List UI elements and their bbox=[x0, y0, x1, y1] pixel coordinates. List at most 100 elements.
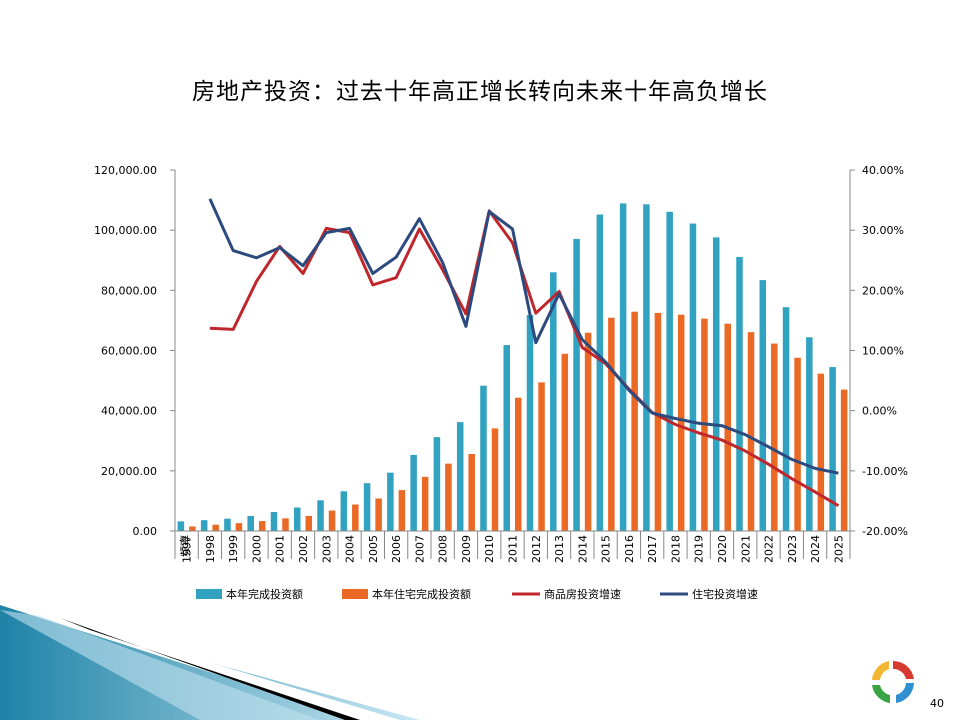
bar-total-investment bbox=[387, 472, 394, 531]
bar-residential-investment bbox=[258, 521, 266, 531]
bar-total-investment bbox=[433, 437, 441, 531]
legend-label: 本年住宅完成投资额 bbox=[372, 587, 471, 601]
bar-residential-investment bbox=[189, 526, 196, 531]
x-tick-label: 2006 bbox=[390, 535, 403, 563]
x-tick-label: 2009 bbox=[460, 535, 473, 563]
y-left-tick-label: 100,000.00 bbox=[94, 224, 157, 237]
legend-swatch bbox=[196, 589, 222, 599]
bar-residential-investment bbox=[282, 518, 289, 531]
line-residential-growth bbox=[208, 198, 839, 475]
x-tick-label: 1997 bbox=[181, 535, 194, 563]
bar-total-investment bbox=[526, 315, 534, 531]
bar-total-investment bbox=[200, 520, 208, 531]
bar-residential-investment bbox=[631, 311, 638, 531]
y-right-tick-label: 40.00% bbox=[862, 164, 904, 177]
y-left-tick-label: 0.00 bbox=[133, 525, 158, 538]
x-tick-label: 2005 bbox=[367, 535, 380, 563]
y-left-tick-label: 60,000.00 bbox=[101, 345, 157, 358]
x-tick-label: 2011 bbox=[507, 535, 520, 563]
bar-total-investment bbox=[363, 483, 371, 531]
x-tick-label: 2000 bbox=[250, 535, 263, 563]
bar-total-investment bbox=[829, 367, 836, 531]
y-right-tick-label: 10.00% bbox=[862, 345, 904, 358]
bar-total-investment bbox=[736, 256, 743, 531]
y-right-tick-label: -10.00% bbox=[862, 465, 908, 478]
bar-residential-investment bbox=[491, 428, 499, 531]
x-tick-label: 2021 bbox=[739, 535, 752, 563]
bar-total-investment bbox=[270, 512, 278, 531]
bar-residential-investment bbox=[771, 343, 778, 531]
bar-total-investment bbox=[782, 307, 790, 531]
bar-residential-investment bbox=[328, 510, 336, 531]
x-tick-label: 2020 bbox=[716, 535, 729, 563]
bar-total-investment bbox=[340, 491, 348, 531]
bar-residential-investment bbox=[817, 373, 825, 531]
x-tick-label: 2022 bbox=[763, 535, 776, 563]
x-tick-label: 2015 bbox=[600, 535, 613, 563]
bar-residential-investment bbox=[212, 524, 219, 531]
x-tick-label: 2014 bbox=[576, 535, 589, 563]
y-left-tick-label: 120,000.00 bbox=[94, 164, 157, 177]
bar-total-investment bbox=[247, 515, 254, 531]
bar-residential-investment bbox=[840, 389, 848, 531]
bar-residential-investment bbox=[468, 453, 475, 531]
x-tick-label: 2012 bbox=[530, 535, 543, 563]
bar-residential-investment bbox=[608, 317, 615, 531]
bar-residential-investment bbox=[538, 382, 545, 531]
bar-total-investment bbox=[759, 280, 767, 531]
bar-residential-investment bbox=[515, 397, 522, 531]
x-tick-label: 2007 bbox=[413, 535, 426, 563]
bar-residential-investment bbox=[794, 357, 801, 531]
bar-residential-investment bbox=[398, 490, 406, 531]
bar-total-investment bbox=[550, 272, 557, 531]
x-tick-label: 1999 bbox=[227, 535, 240, 563]
bar-residential-investment bbox=[584, 332, 592, 531]
bar-residential-investment bbox=[305, 515, 313, 531]
bar-total-investment bbox=[806, 337, 813, 531]
legend-label: 商品房投资增速 bbox=[544, 587, 621, 601]
page-number: 40 bbox=[930, 697, 944, 710]
y-right-tick-label: 20.00% bbox=[862, 284, 904, 297]
bar-total-investment bbox=[480, 385, 487, 531]
legend-label: 本年完成投资额 bbox=[226, 587, 303, 601]
x-tick-label: 2013 bbox=[553, 535, 566, 563]
company-logo-icon bbox=[872, 660, 914, 703]
bar-total-investment bbox=[689, 223, 697, 531]
x-tick-label: 2016 bbox=[623, 535, 636, 563]
y-left-tick-label: 40,000.00 bbox=[101, 405, 157, 418]
chart-title: 房地产投资：过去十年高正增长转向未来十年高负增长 bbox=[192, 79, 768, 105]
bar-total-investment bbox=[177, 521, 185, 531]
y-right-tick-label: 0.00% bbox=[862, 405, 897, 418]
bar-residential-investment bbox=[654, 312, 662, 531]
x-axis-label: 频率 bbox=[178, 535, 192, 557]
bar-total-investment bbox=[503, 345, 510, 531]
bar-total-investment bbox=[317, 500, 324, 531]
x-tick-label: 2019 bbox=[693, 535, 706, 563]
legend-label: 住宅投资增速 bbox=[692, 587, 758, 601]
x-tick-label: 2004 bbox=[344, 535, 357, 563]
bar-total-investment bbox=[456, 422, 464, 531]
bar-total-investment bbox=[666, 211, 673, 531]
x-tick-label: 2003 bbox=[320, 535, 333, 563]
bar-total-investment bbox=[224, 518, 231, 531]
decorative-swoosh bbox=[0, 605, 420, 720]
bar-residential-investment bbox=[747, 332, 755, 531]
bar-total-investment bbox=[596, 214, 604, 532]
x-tick-label: 2024 bbox=[809, 535, 822, 563]
bar-residential-investment bbox=[445, 463, 452, 531]
x-tick-label: 2025 bbox=[832, 535, 845, 563]
bar-total-investment bbox=[294, 507, 301, 531]
bar-total-investment bbox=[712, 237, 720, 532]
bar-total-investment bbox=[643, 204, 650, 532]
x-tick-label: 2023 bbox=[786, 535, 799, 563]
y-right-tick-label: 30.00% bbox=[862, 224, 904, 237]
y-right-tick-label: -20.00% bbox=[862, 525, 908, 538]
x-tick-label: 2018 bbox=[669, 535, 682, 563]
bar-residential-investment bbox=[235, 523, 243, 531]
bar-total-investment bbox=[410, 454, 417, 531]
x-tick-label: 2017 bbox=[646, 535, 659, 563]
bar-residential-investment bbox=[561, 353, 569, 531]
legend-swatch bbox=[342, 589, 368, 599]
bar-residential-investment bbox=[352, 504, 359, 531]
